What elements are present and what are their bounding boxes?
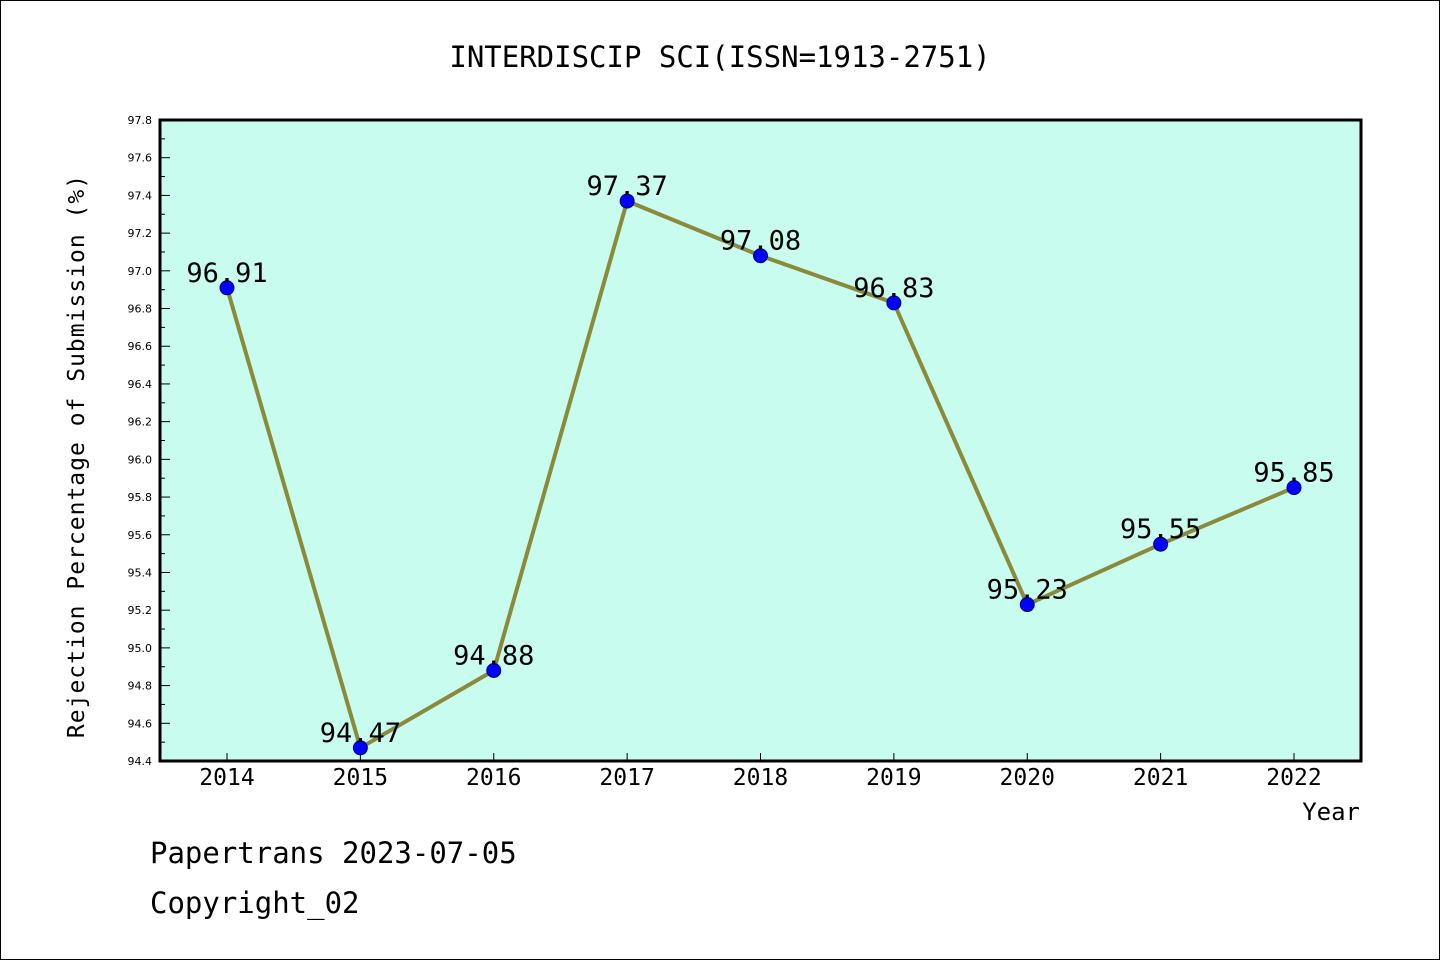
footer-source-date: Papertrans 2023-07-05 — [150, 836, 517, 870]
y-tick-label: 95.2 — [128, 604, 153, 617]
x-tick-label: 2022 — [1266, 765, 1321, 791]
y-tick-label: 96.4 — [128, 378, 153, 391]
x-tick-label: 2018 — [733, 765, 788, 791]
data-label: 94.88 — [453, 641, 534, 672]
data-point — [486, 663, 502, 679]
x-tick-label: 2014 — [199, 765, 254, 791]
y-tick-label: 95.0 — [128, 642, 153, 655]
y-tick-label: 96.2 — [128, 416, 153, 429]
plot-area — [158, 118, 1363, 763]
y-tick-label: 96.6 — [128, 340, 153, 353]
y-tick-label: 96.0 — [128, 453, 153, 466]
data-point — [1019, 597, 1035, 613]
data-point — [352, 740, 368, 756]
y-tick-label: 95.4 — [128, 566, 153, 579]
chart-title: INTERDISCIP SCI(ISSN=1913-2751) — [449, 40, 990, 74]
marker-layer — [219, 193, 1302, 756]
x-axis: 2014 2015 2016 2017 2018 2019 2020 2021 2022 — [199, 753, 1322, 791]
data-label: 97.08 — [720, 226, 801, 257]
x-tick-label: 2017 — [599, 765, 654, 791]
data-label: 95.23 — [987, 575, 1068, 606]
x-tick-label: 2021 — [1133, 765, 1188, 791]
data-point — [753, 248, 768, 264]
data-label: 95.55 — [1120, 514, 1201, 545]
y-tick-label: 97.2 — [128, 227, 153, 240]
x-axis-label: Year — [1302, 798, 1360, 826]
data-label: 95.85 — [1253, 458, 1334, 489]
y-axis-label: Rejection Percentage of Submission (%) — [64, 174, 90, 738]
data-label-layer: 96.91 94.47 94.88 97.37 97.08 96.83 95.23 95.55… — [186, 171, 1334, 749]
y-tick-label: 95.8 — [128, 491, 153, 504]
data-point — [886, 295, 902, 311]
x-tick-label: 2019 — [866, 765, 921, 791]
y-tick-label: 97.4 — [128, 189, 153, 202]
data-label: 96.83 — [853, 273, 934, 304]
data-label: 94.47 — [320, 718, 401, 749]
y-tick-label: 95.6 — [128, 529, 153, 542]
y-tick-label: 96.8 — [128, 303, 153, 316]
y-tick-label: 97.8 — [128, 114, 153, 127]
x-tick-label: 2016 — [466, 765, 521, 791]
data-point — [619, 193, 635, 209]
x-tick-label: 2020 — [1000, 765, 1055, 791]
footer-copyright: Copyright_02 — [150, 886, 360, 920]
y-tick-label: 94.4 — [128, 755, 153, 768]
data-label: 97.37 — [586, 171, 667, 202]
y-axis: 94.4 94.6 94.8 95.0 95.2 95.4 95.6 95.8 96.0 96.2… — [128, 114, 170, 768]
data-point — [1286, 480, 1302, 496]
data-point — [219, 280, 235, 296]
data-point — [1153, 536, 1169, 552]
y-tick-label: 97.0 — [128, 265, 153, 278]
y-tick-label: 97.6 — [128, 152, 153, 165]
x-tick-label: 2015 — [333, 765, 388, 791]
y-tick-label: 94.8 — [128, 680, 153, 693]
data-label: 96.91 — [186, 258, 267, 289]
y-tick-label: 94.6 — [128, 717, 153, 730]
